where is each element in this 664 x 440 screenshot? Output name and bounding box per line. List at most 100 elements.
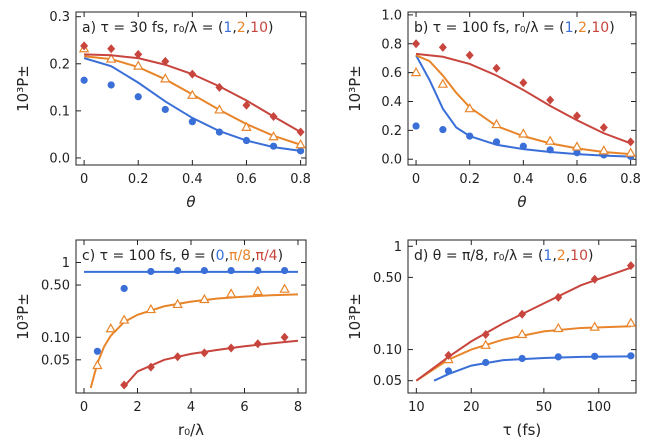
panel-d: 10 20 50 100 0.05 0.10 0.50 1 τ (fs) 10³P± d) θ = … — [346, 239, 637, 439]
title-value-3: 10 — [250, 20, 268, 36]
data-point — [491, 118, 502, 129]
series-curve-1 — [415, 54, 631, 158]
data-point — [269, 142, 278, 150]
x-tick-label: 2 — [133, 400, 141, 415]
title-comma: , — [574, 20, 578, 36]
data-point — [80, 76, 88, 84]
title-prefix: c) τ = 100 fs, — [82, 248, 181, 264]
panel-title: b) τ = 100 fs, r₀/λ = (1,2,10) — [414, 20, 615, 36]
series-curve-1 — [433, 355, 631, 382]
title-prefix: a) τ = 30 fs, — [82, 20, 173, 36]
y-tick-label: 0.0 — [49, 151, 70, 166]
series-curve-10 — [415, 52, 631, 145]
x-tick-label: 0.4 — [513, 172, 534, 187]
data-point — [626, 137, 635, 147]
title-prefix: d) θ = π/8, — [414, 248, 493, 264]
data-point — [252, 285, 264, 296]
data-point — [546, 146, 554, 154]
y-tick-label: 0.10 — [373, 343, 402, 358]
data-point — [107, 81, 115, 89]
data-point — [161, 105, 169, 114]
data-point — [241, 121, 252, 131]
data-point — [296, 147, 305, 155]
panel-b: 0 0.2 0.4 0.6 0.8 0.0 0.2 0.4 0.6 0.8 1.0 θ 10³P± b) … — [346, 8, 641, 211]
data-point — [554, 353, 562, 361]
axes-frame — [407, 11, 637, 166]
data-point — [120, 380, 129, 390]
data-point — [242, 100, 251, 110]
y-tick-label: 0.05 — [373, 374, 402, 389]
y-axis-label: 10³P± — [14, 65, 32, 112]
data-point — [199, 293, 210, 304]
data-point — [92, 359, 103, 370]
y-tick-label: 0.10 — [41, 331, 70, 346]
y-tick-label: 0.2 — [49, 57, 70, 72]
x-tick-label: 100 — [586, 400, 611, 415]
data-point — [225, 288, 237, 298]
title-value-1: 1 — [543, 248, 552, 264]
data-point — [253, 339, 262, 349]
x-tick-label: 0.2 — [459, 172, 480, 187]
data-point — [172, 298, 183, 309]
x-axis-label: θ — [517, 193, 526, 211]
x-axis-label: r₀/λ — [178, 421, 204, 439]
data-point — [145, 303, 157, 314]
title-close: ) — [609, 20, 614, 36]
data-point — [518, 309, 527, 319]
data-point — [627, 352, 635, 360]
axes-frame — [75, 11, 307, 166]
data-point — [105, 323, 116, 333]
y-tick-label: 0.50 — [373, 271, 402, 286]
y-tick-label: 0.1 — [49, 104, 70, 119]
x-tick-label: 0.6 — [567, 172, 588, 187]
title-value-1: 1 — [565, 20, 574, 36]
data-point — [492, 138, 501, 146]
x-tick-label: 10 — [408, 400, 425, 415]
data-point — [544, 135, 556, 145]
data-point — [254, 266, 262, 275]
title-comma: , — [587, 20, 591, 36]
data-point — [437, 78, 449, 88]
y-tick-label: 0.4 — [381, 95, 402, 110]
data-point — [571, 141, 583, 151]
panel-title: c) τ = 100 fs, θ = (0,π/8,π/4) — [82, 248, 283, 264]
data-point — [118, 314, 130, 324]
title-value-2: 2 — [557, 248, 566, 264]
data-point — [438, 42, 447, 52]
x-tick-label: 20 — [463, 400, 480, 415]
title-comma: , — [232, 20, 236, 36]
data-point — [295, 139, 306, 149]
data-point — [173, 352, 182, 362]
series-curve-2 — [415, 54, 631, 156]
y-tick-label: 0.2 — [381, 124, 402, 139]
panel-title: a) τ = 30 fs, r₀/λ = (1,2,10) — [82, 20, 273, 36]
title-symbol: θ — [181, 248, 190, 264]
y-tick-label: 1 — [394, 240, 402, 255]
title-value-3: 10 — [570, 248, 588, 264]
data-point — [269, 112, 278, 122]
data-point — [296, 127, 305, 137]
title-close: ) — [268, 20, 273, 36]
data-point — [626, 261, 635, 271]
title-comma: , — [246, 20, 250, 36]
title-symbol: r₀/λ — [514, 20, 538, 36]
data-point — [133, 60, 144, 70]
data-point — [147, 267, 155, 276]
data-point — [214, 104, 225, 114]
title-value-3: 10 — [591, 20, 609, 36]
data-point — [444, 350, 453, 360]
title-value-2: π/8 — [229, 248, 251, 264]
panel-a: 0 0.2 0.4 0.6 0.8 0.0 0.1 0.2 0.3 θ 10³P± a) τ = 30… — [14, 10, 311, 211]
x-tick-label: 0.8 — [290, 172, 311, 187]
data-point — [572, 111, 581, 121]
data-point — [107, 44, 116, 54]
data-point — [625, 317, 637, 327]
data-point — [519, 78, 528, 88]
y-tick-label: 0.8 — [381, 37, 402, 52]
data-point — [80, 41, 89, 51]
series-curve-10 — [415, 266, 632, 382]
title-value-1: 1 — [223, 20, 232, 36]
title-symbol: r₀/λ — [173, 20, 197, 36]
title-comma: , — [225, 248, 229, 264]
